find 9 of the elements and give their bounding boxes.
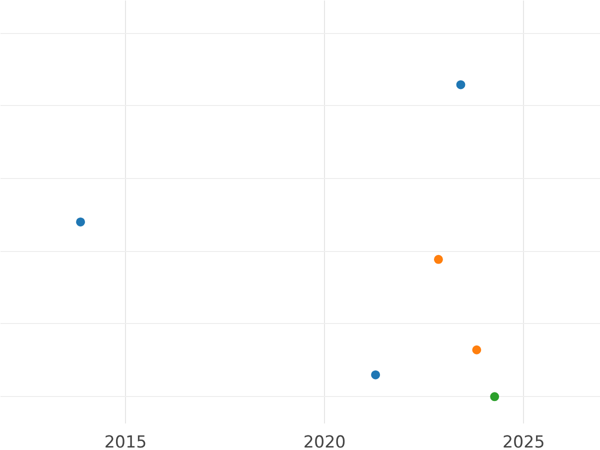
point (76, 217, 86, 226)
x-tick-label: 2020 (303, 432, 346, 450)
point (490, 392, 500, 402)
x-tick-label: 2025 (502, 432, 545, 450)
point (371, 370, 380, 380)
point (456, 80, 466, 90)
point (472, 345, 482, 354)
x-tick-label: 2015 (104, 432, 147, 450)
point (434, 254, 443, 264)
